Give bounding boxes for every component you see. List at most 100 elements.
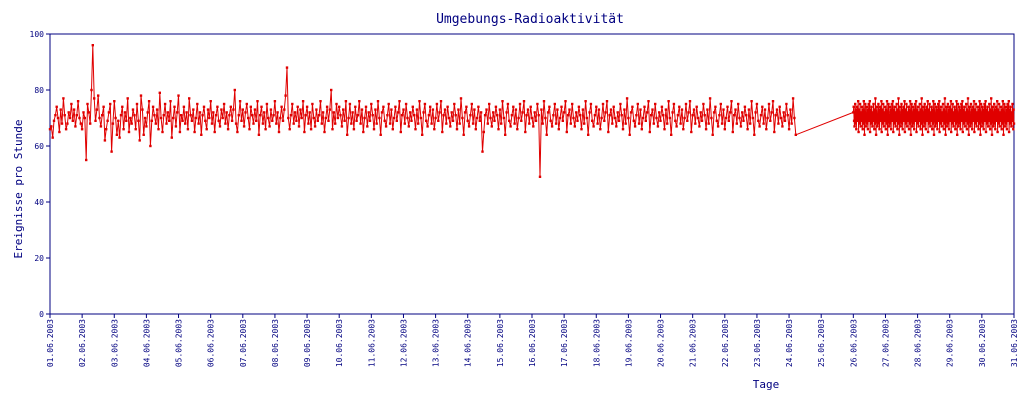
data-point [154,122,157,125]
data-point [538,175,542,178]
data-point [180,114,183,117]
data-point [1004,105,1007,108]
data-point [462,133,465,136]
data-point [954,122,958,125]
data-point [964,111,967,114]
data-point [410,119,413,122]
data-point [889,128,893,131]
data-point [666,122,669,125]
data-point [600,116,603,120]
data-point [556,108,559,111]
data-point [749,122,752,125]
data-point [720,122,724,125]
data-point [481,150,484,153]
data-point [981,122,985,125]
data-point [66,122,69,125]
data-point [991,119,995,122]
data-point [953,119,956,122]
data-point [190,119,194,122]
data-point [915,130,918,134]
data-point [350,122,353,125]
data-point [505,111,508,114]
data-point [641,116,645,120]
data-point [917,116,920,120]
data-point [987,111,990,114]
data-point [133,114,136,117]
data-point [687,111,690,114]
data-point [932,116,935,120]
x-tick-label: 05.06.2003 [175,319,184,367]
data-point [153,114,156,117]
data-point [236,130,239,134]
data-point [127,130,131,134]
data-point [209,100,212,103]
data-point [391,128,394,131]
data-point [93,97,96,100]
data-point [280,105,283,108]
data-point [466,119,469,122]
data-point [119,114,123,117]
data-point [121,105,124,108]
data-point [852,119,856,122]
data-point [453,102,456,106]
data-point [954,108,957,111]
data-point [882,116,885,120]
data-point [971,105,975,108]
data-point [415,108,419,111]
data-point [451,119,455,122]
data-point [1001,122,1004,125]
data-point [256,100,259,103]
data-point [251,114,254,117]
data-point [482,130,485,134]
data-point [70,102,73,106]
data-point [307,122,310,125]
data-point [430,122,433,125]
data-point [346,133,349,136]
data-point [954,128,957,131]
data-point [177,94,180,97]
data-point [253,108,257,111]
data-point [920,97,923,100]
data-point [963,105,966,108]
data-point [102,105,105,108]
data-point [868,111,871,114]
data-point [380,111,384,114]
data-point [979,111,982,114]
data-point [917,111,921,114]
data-point [616,111,619,114]
data-point [926,130,930,134]
data-point [546,111,550,114]
data-point [757,119,760,122]
data-point [910,111,913,114]
data-point [584,100,587,103]
data-point [312,116,315,120]
data-point [986,116,989,120]
data-point [490,125,493,128]
data-point [940,125,944,128]
data-point [74,125,77,128]
data-point [715,119,718,122]
data-point [311,102,314,106]
x-tick-label: 23.06.2003 [753,319,762,367]
data-point [936,116,939,120]
data-point [592,125,595,128]
data-point [252,122,255,125]
data-point [632,119,635,122]
data-point [970,122,973,125]
data-point [295,119,298,122]
data-point [288,128,291,131]
data-point [952,125,955,128]
data-point [426,125,429,128]
data-point [216,105,219,108]
data-point [204,119,207,122]
data-point [229,105,232,108]
data-point [316,119,319,122]
data-point [1011,102,1014,106]
data-point [560,105,563,108]
data-point [643,105,646,108]
data-point [623,108,626,111]
data-point [972,119,975,122]
data-point [433,128,436,131]
data-point [394,105,397,108]
data-point [437,119,440,122]
